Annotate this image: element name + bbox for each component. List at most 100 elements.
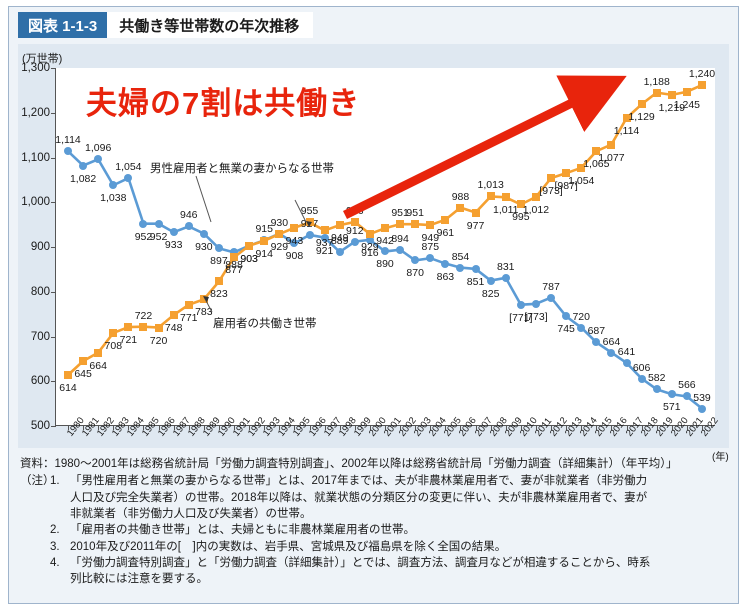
y-axis-unit-label: (万世帯)	[22, 53, 63, 65]
x-axis-tick	[551, 425, 553, 430]
x-axis-tick	[249, 425, 251, 430]
source-note: 資料：1980～2001年は総務省統計局「労働力調査特別調査」、2002年以降は…	[20, 456, 730, 472]
x-axis-tick	[702, 425, 703, 430]
data-point	[230, 248, 239, 257]
footnote-item: 2. 「雇用者の共働き世帯」とは、夫婦ともに非農林業雇用者の世帯。	[20, 522, 730, 538]
footnote-line: 2010年及び2011年の[ ]内の実数は、岩手県、宮城県及び福島県を除く全国の…	[70, 540, 507, 553]
x-axis-tick	[173, 425, 175, 430]
x-axis-tick	[671, 425, 673, 430]
data-point	[698, 81, 706, 89]
x-axis-tick	[279, 425, 281, 430]
data-point-label: 956	[346, 204, 364, 217]
data-point	[109, 181, 118, 190]
data-point	[320, 233, 329, 242]
footnote-line: 「男性雇用者と無業の妻からなる世帯」とは、2017年までは、夫が非農林業雇用者で…	[70, 475, 648, 488]
data-point-label: 921	[315, 244, 334, 257]
footnote-item: （注） 1. 「男性雇用者と無業の妻からなる世帯」とは、2017年までは、夫が非農林…	[20, 473, 730, 522]
x-axis-tick	[415, 425, 417, 430]
x-axis-tick	[113, 425, 115, 430]
footnote-item: 4. 「労働力調査特別調査」と「労働力調査（詳細集計）」とでは、調査方法、調査月な…	[20, 555, 730, 588]
data-point-label: 854	[451, 250, 470, 263]
data-point-label: 946	[179, 209, 198, 222]
footnote-text: 「男性雇用者と無業の妻からなる世帯」とは、2017年までは、夫が非農林業雇用者で…	[70, 473, 730, 522]
x-axis-tick	[98, 425, 100, 430]
data-point-label: 566	[678, 379, 696, 392]
y-axis-tick-label: 700	[30, 330, 50, 343]
data-point	[94, 348, 103, 357]
data-point	[139, 219, 148, 228]
data-point-label: 1,012	[522, 203, 550, 216]
data-point	[501, 273, 510, 282]
data-point	[411, 220, 420, 229]
data-point	[682, 87, 691, 96]
footnotes: 資料：1980～2001年は総務省統計局「労働力調査特別調査」、2002年以降は…	[20, 456, 730, 588]
data-point-label: 949	[421, 232, 440, 245]
data-point-label: 664	[602, 335, 621, 348]
data-point	[230, 253, 239, 262]
data-point-label: 903	[240, 252, 258, 265]
data-point-label: 903	[240, 252, 258, 265]
data-point-label: 1,038	[100, 192, 127, 205]
page-title: 共働き等世帯数の年次推移	[107, 12, 314, 38]
x-axis-tick	[490, 425, 492, 430]
data-point-label: [773]	[524, 310, 548, 323]
data-point-label: 929	[361, 241, 379, 254]
x-axis-tick	[188, 425, 190, 430]
data-point-label: 748	[164, 322, 183, 335]
footnote-number: 2.	[50, 524, 60, 537]
x-axis-tick	[143, 425, 145, 430]
x-axis-tick	[68, 425, 69, 430]
data-point	[396, 245, 405, 254]
data-point-label: 908	[285, 250, 304, 263]
footnote-line: 「労働力調査特別調査」と「労働力調査（詳細集計）」とでは、調査方法、調査月などが…	[70, 556, 651, 569]
footnote-line: 列比較には注意を要する。	[70, 573, 208, 586]
data-point	[320, 226, 329, 235]
x-axis-tick	[294, 425, 296, 430]
data-point	[637, 100, 646, 109]
y-axis-tick-label: 1,200	[21, 106, 50, 119]
data-point	[169, 228, 178, 237]
data-point	[124, 174, 133, 183]
data-point	[335, 247, 344, 256]
x-axis-tick	[128, 425, 130, 430]
data-point-label: 916	[361, 246, 379, 259]
data-point-label: 949	[330, 232, 349, 245]
data-point	[441, 259, 450, 268]
x-axis-tick	[445, 425, 447, 430]
data-point-label: 915	[255, 223, 273, 236]
data-point-label: 720	[572, 310, 590, 323]
y-axis-tick-label: 1,100	[21, 151, 50, 164]
data-point	[214, 277, 223, 286]
x-axis-tick	[309, 425, 311, 430]
data-point	[184, 222, 193, 231]
data-point	[411, 256, 420, 265]
source-label: 資料：	[20, 458, 55, 470]
data-point	[516, 300, 525, 309]
data-point-label: 721	[119, 334, 138, 347]
x-axis-unit-label: (年)	[712, 452, 729, 463]
data-point-label: 641	[617, 345, 636, 358]
data-point-label: 823	[210, 288, 228, 301]
footnote-group-label	[20, 555, 50, 588]
x-axis-tick	[581, 425, 583, 430]
figure-number: 図表 1-1-3	[18, 12, 108, 38]
data-point-label: 889	[330, 234, 349, 247]
data-point	[667, 90, 676, 99]
data-point-label: 933	[164, 239, 183, 252]
footnote-number: 1.	[50, 475, 60, 488]
data-point-label: 1,054	[568, 174, 595, 187]
data-point	[139, 322, 148, 331]
footnote-text: 「雇用者の共働き世帯」とは、夫婦ともに非農林業雇用者の世帯。	[70, 522, 730, 538]
data-point	[667, 390, 676, 399]
x-axis-tick	[505, 425, 507, 430]
x-axis-tick	[324, 425, 326, 430]
x-axis-tick	[566, 425, 568, 430]
data-point-label: 783	[195, 306, 213, 319]
data-point	[531, 299, 540, 308]
y-axis-tick	[51, 157, 56, 159]
data-point-label: 988	[451, 190, 470, 203]
data-point	[381, 224, 389, 233]
footnote-text: 2010年及び2011年の[ ]内の実数は、岩手県、宮城県及び福島県を除く全国の…	[70, 539, 730, 555]
data-point-label: 1,114	[613, 125, 640, 138]
notes-list: （注） 1. 「男性雇用者と無業の妻からなる世帯」とは、2017年までは、夫が非農林…	[20, 473, 730, 587]
